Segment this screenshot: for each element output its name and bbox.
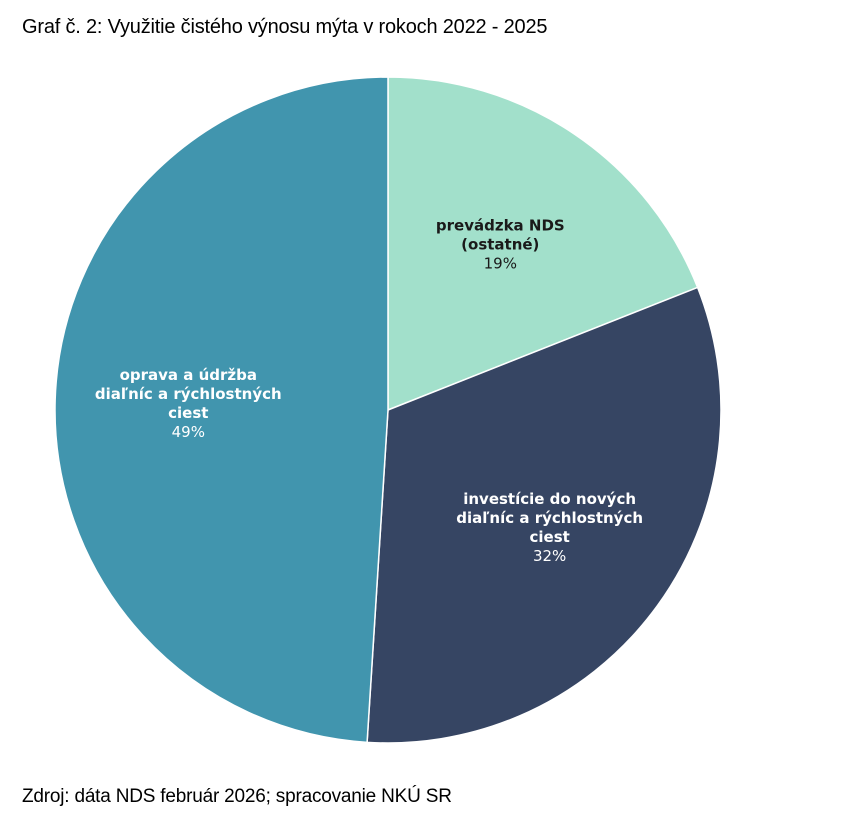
slice-label-line: ciest [529,528,569,546]
chart-source: Zdroj: dáta NDS február 2026; spracovani… [22,786,452,807]
pie-labels: prevádzka NDS (ostatné) 19% investície do n… [95,217,643,565]
slice-label-line: ciest [168,404,208,422]
slice-label-line: (ostatné) [461,236,539,254]
slice-label-line: prevádzka NDS [436,217,565,235]
slice-value-label: 49% [172,423,205,441]
slice-label-1: investície do nových diaľníc a rýchlostný… [456,490,643,565]
slice-label-2: oprava a údržba diaľníc a rýchlostných cie… [95,366,282,441]
slice-label-line: diaľníc a rýchlostných [95,385,282,403]
slice-value-label: 19% [484,255,517,273]
pie-slice-2 [54,76,389,744]
pie-slices [54,76,722,744]
slice-label-line: oprava a údržba [120,366,257,384]
pie-slice-0 [387,76,699,412]
chart-title: Graf č. 2: Využitie čistého výnosu mýta … [22,16,548,38]
slice-label-0: prevádzka NDS (ostatné) 19% [436,217,565,273]
slice-label-line: investície do nových [463,490,636,508]
slice-label-line: diaľníc a rýchlostných [456,509,643,527]
slice-value-label: 32% [533,547,566,565]
pie-slice-1 [366,286,722,744]
